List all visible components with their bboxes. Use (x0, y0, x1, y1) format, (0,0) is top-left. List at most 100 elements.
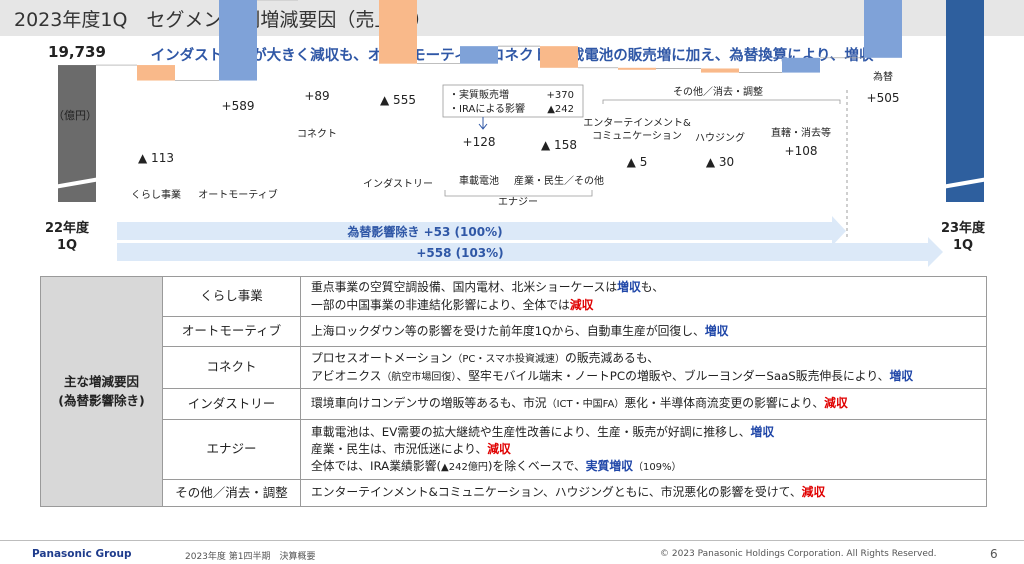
category-label: インダストリー (363, 177, 433, 190)
callout-line1-label: ・実質販売増 (449, 88, 509, 101)
bar-step (460, 46, 498, 64)
increase-text: 増収 (617, 280, 641, 295)
description-line: 重点事業の空質空調設備、国内電材、北米ショーケースは増収も、 (311, 279, 976, 296)
text-span: )を除くベースで、 (487, 458, 586, 473)
bracket-others (602, 99, 841, 104)
text-span: 上海ロックダウン等の影響を受けた前年度1Qから、自動車生産が回復し、 (311, 323, 705, 338)
arrow-total (117, 237, 943, 267)
description-line: アビオニクス（航空市場回復）、堅牢モバイル端末・ノートPCの増販や、ブルーヨンダ… (311, 368, 976, 386)
unit-label: （億円） (53, 109, 97, 122)
text-span: エンターテインメント&コミュニケーション、ハウジングともに、市況悪化の影響を受け… (311, 485, 802, 500)
callout-arrow (478, 117, 488, 130)
decrease-text: 減収 (824, 396, 848, 411)
description-line: プロセスオートメーション（PC・スマホ投資減速）の販売減あるも、 (311, 350, 976, 368)
bar-step (618, 67, 656, 70)
factor-row: 主な増減要因 (為替影響除き) くらし事業 重点事業の空質空調設備、国内電材、北米ショ… (40, 276, 987, 507)
callout-line2-label: ・IRAによる影響 (449, 102, 525, 115)
category-label: 直轄・消去等 (771, 126, 831, 139)
value-label: ▲ 158 (541, 138, 577, 152)
decrease-text: 減収 (487, 441, 511, 456)
category-label: ハウジング (695, 131, 745, 144)
decrease-text: 減収 (801, 485, 826, 500)
category-label: くらし事業 (131, 188, 181, 201)
text-span: 、堅牢モバイル端末・ノートPCの増販や、ブルーヨンダーSaaS販売伸長により、 (456, 368, 890, 383)
category-label: 為替 (873, 70, 893, 83)
footer: Panasonic Group 2023年度 第1四半期 決算概要 © 2023… (0, 546, 1024, 564)
factor-row: オートモーティブ 上海ロックダウン等の影響を受けた前年度1Qから、自動車生産が回復… (41, 316, 987, 347)
group-label-others: その他／消去・調整 (673, 85, 763, 98)
value-label: ▲ 30 (706, 155, 734, 169)
category-label: 車載電池 (459, 174, 499, 187)
factor-row: コネクト プロセスオートメーション（PC・スマホ投資減速）の販売減あるも、 アビオニ… (41, 346, 987, 389)
bar-step (219, 0, 257, 81)
callout-line2-value: ▲242 (547, 104, 574, 115)
main-factor-label: 主な増減要因 (為替影響除き) (40, 276, 163, 507)
category-label: コネクト (297, 128, 337, 140)
text-span: ▲242億円 (441, 461, 488, 473)
page-number: 6 (990, 547, 998, 561)
text-span: アビオニクス (311, 368, 382, 383)
value-label: ▲ 5 (627, 155, 648, 169)
segment-name: その他／消去・調整 (162, 479, 301, 507)
value-label: +128 (463, 135, 496, 149)
arrow-label-excl-fx: 為替影響除き +53 (100%) (347, 224, 502, 239)
text-span: プロセスオートメーション (311, 351, 453, 365)
arrow-label-total: +558 (103%) (416, 246, 503, 260)
group-label-energy: エナジー (498, 196, 538, 208)
bar-step (379, 0, 417, 64)
text-span: 車載電池は、EV需要の拡大継続や生産性改善により、生産・販売が好調に推移し、 (311, 424, 751, 439)
period-label-end: 23年度 1Q (941, 220, 986, 253)
brand-logo: Panasonic Group (32, 548, 132, 560)
segment-name: エナジー (162, 419, 301, 480)
text-span: の販売減あるも、 (565, 351, 660, 365)
main-label-line2: (為替影響除き) (58, 392, 145, 408)
text-span: も、 (640, 280, 664, 295)
value-label: +108 (785, 144, 818, 158)
description-line: 全体では、IRA業績影響(▲242億円)を除くベースで、実質増収（109%） (311, 458, 976, 476)
description-line: 一部の中国事業の非連結化影響により、全体では減収 (311, 297, 976, 314)
period-label-start: 22年度 1Q (45, 220, 90, 253)
description-line: 車載電池は、EV需要の拡大継続や生産性改善により、生産・販売が好調に推移し、増収 (311, 424, 976, 441)
bar-step (782, 57, 820, 73)
description-line: 上海ロックダウン等の影響を受けた前年度1Qから、自動車生産が回復し、増収 (311, 323, 976, 340)
category-label: 産業・民生／その他 (514, 174, 604, 187)
description-line: 環境車向けコンデンサの増販等あるも、市況（ICT・中国FA）悪化・半導体商流変更… (311, 395, 976, 413)
segment-description: 車載電池は、EV需要の拡大継続や生産性改善により、生産・販売が好調に推移し、増収… (300, 419, 987, 480)
text-span: 悪化・半導体商流変更の影響により、 (624, 396, 825, 411)
headline: インダストリーが大きく減収も、オートモーティブ･コネクト･車載電池の販売増に加え… (150, 48, 874, 64)
copyright: © 2023 Panasonic Holdings Corporation. A… (660, 549, 937, 559)
description-line: 産業・民生は、市況低迷により、減収 (311, 441, 976, 458)
document-name: 2023年度 第1四半期 決算概要 (185, 552, 316, 562)
increase-text: 増収 (889, 368, 914, 383)
bar-step (701, 68, 739, 73)
text-span: 一部の中国事業の非連結化影響により、全体では (311, 297, 570, 312)
segment-description: 上海ロックダウン等の影響を受けた前年度1Qから、自動車生産が回復し、増収 (300, 316, 987, 347)
segment-description: プロセスオートメーション（PC・スマホ投資減速）の販売減あるも、 アビオニクス（航… (300, 346, 987, 389)
bracket-energy (444, 190, 593, 197)
text-span: （109%） (632, 461, 682, 473)
text-span: 重点事業の空質空調設備、国内電材、北米ショーケースは (311, 280, 618, 295)
text-span: （PC・スマホ投資減速） (452, 354, 566, 365)
segment-name: くらし事業 (162, 276, 301, 317)
bar-step (137, 65, 175, 81)
bar-end (946, 0, 984, 203)
decrease-text: 減収 (569, 297, 594, 312)
bar-step (864, 0, 902, 58)
description-line: エンターテインメント&コミュニケーション、ハウジングともに、市況悪化の影響を受け… (311, 484, 976, 501)
category-label: オートモーティブ (198, 188, 277, 201)
category-label: エンターテインメント&コミュニケーション (583, 117, 691, 142)
value-label: ▲ 113 (138, 151, 174, 165)
factors-table: 主な増減要因 (為替影響除き) くらし事業 重点事業の空質空調設備、国内電材、北米ショ… (40, 276, 987, 507)
segment-description: 環境車向けコンデンサの増販等あるも、市況（ICT・中国FA）悪化・半導体商流変更… (300, 388, 987, 420)
waterfall-chart: 19,739（億円）20,297▲ 113くらし事業+589オートモーティブ+8… (45, 0, 989, 267)
factor-row: その他／消去・調整 エンターテインメント&コミュニケーション、ハウジングともに、市… (41, 479, 987, 507)
value-label: ▲ 555 (380, 93, 416, 107)
axis-break-start (53, 177, 101, 189)
arrow-excl-fx (117, 216, 846, 246)
segment-description: エンターテインメント&コミュニケーション、ハウジングともに、市況悪化の影響を受け… (300, 479, 987, 507)
text-span: 全体では、IRA業績影響( (311, 458, 442, 473)
segment-name: オートモーティブ (162, 316, 301, 347)
value-label-start: 19,739 (48, 43, 106, 61)
text-span: （ICT・中国FA） (546, 399, 625, 411)
footer-divider (0, 540, 1024, 541)
